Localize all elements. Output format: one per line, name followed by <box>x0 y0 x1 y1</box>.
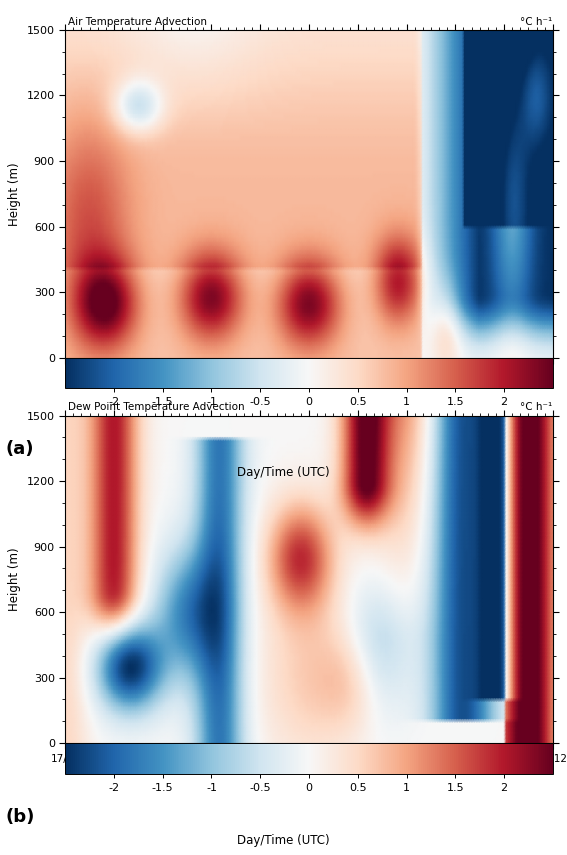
Text: Dew Point Temperature Advection: Dew Point Temperature Advection <box>67 402 244 412</box>
Text: (b): (b) <box>6 808 35 826</box>
Text: °C h⁻¹: °C h⁻¹ <box>519 16 552 27</box>
Y-axis label: Height (m): Height (m) <box>8 547 21 611</box>
Text: °C h⁻¹: °C h⁻¹ <box>519 402 552 412</box>
Text: Day/Time (UTC): Day/Time (UTC) <box>237 834 330 846</box>
Y-axis label: Height (m): Height (m) <box>8 162 21 226</box>
Text: Air Temperature Advection: Air Temperature Advection <box>67 16 206 27</box>
Text: (a): (a) <box>6 440 34 458</box>
Text: Day/Time (UTC): Day/Time (UTC) <box>237 466 330 479</box>
